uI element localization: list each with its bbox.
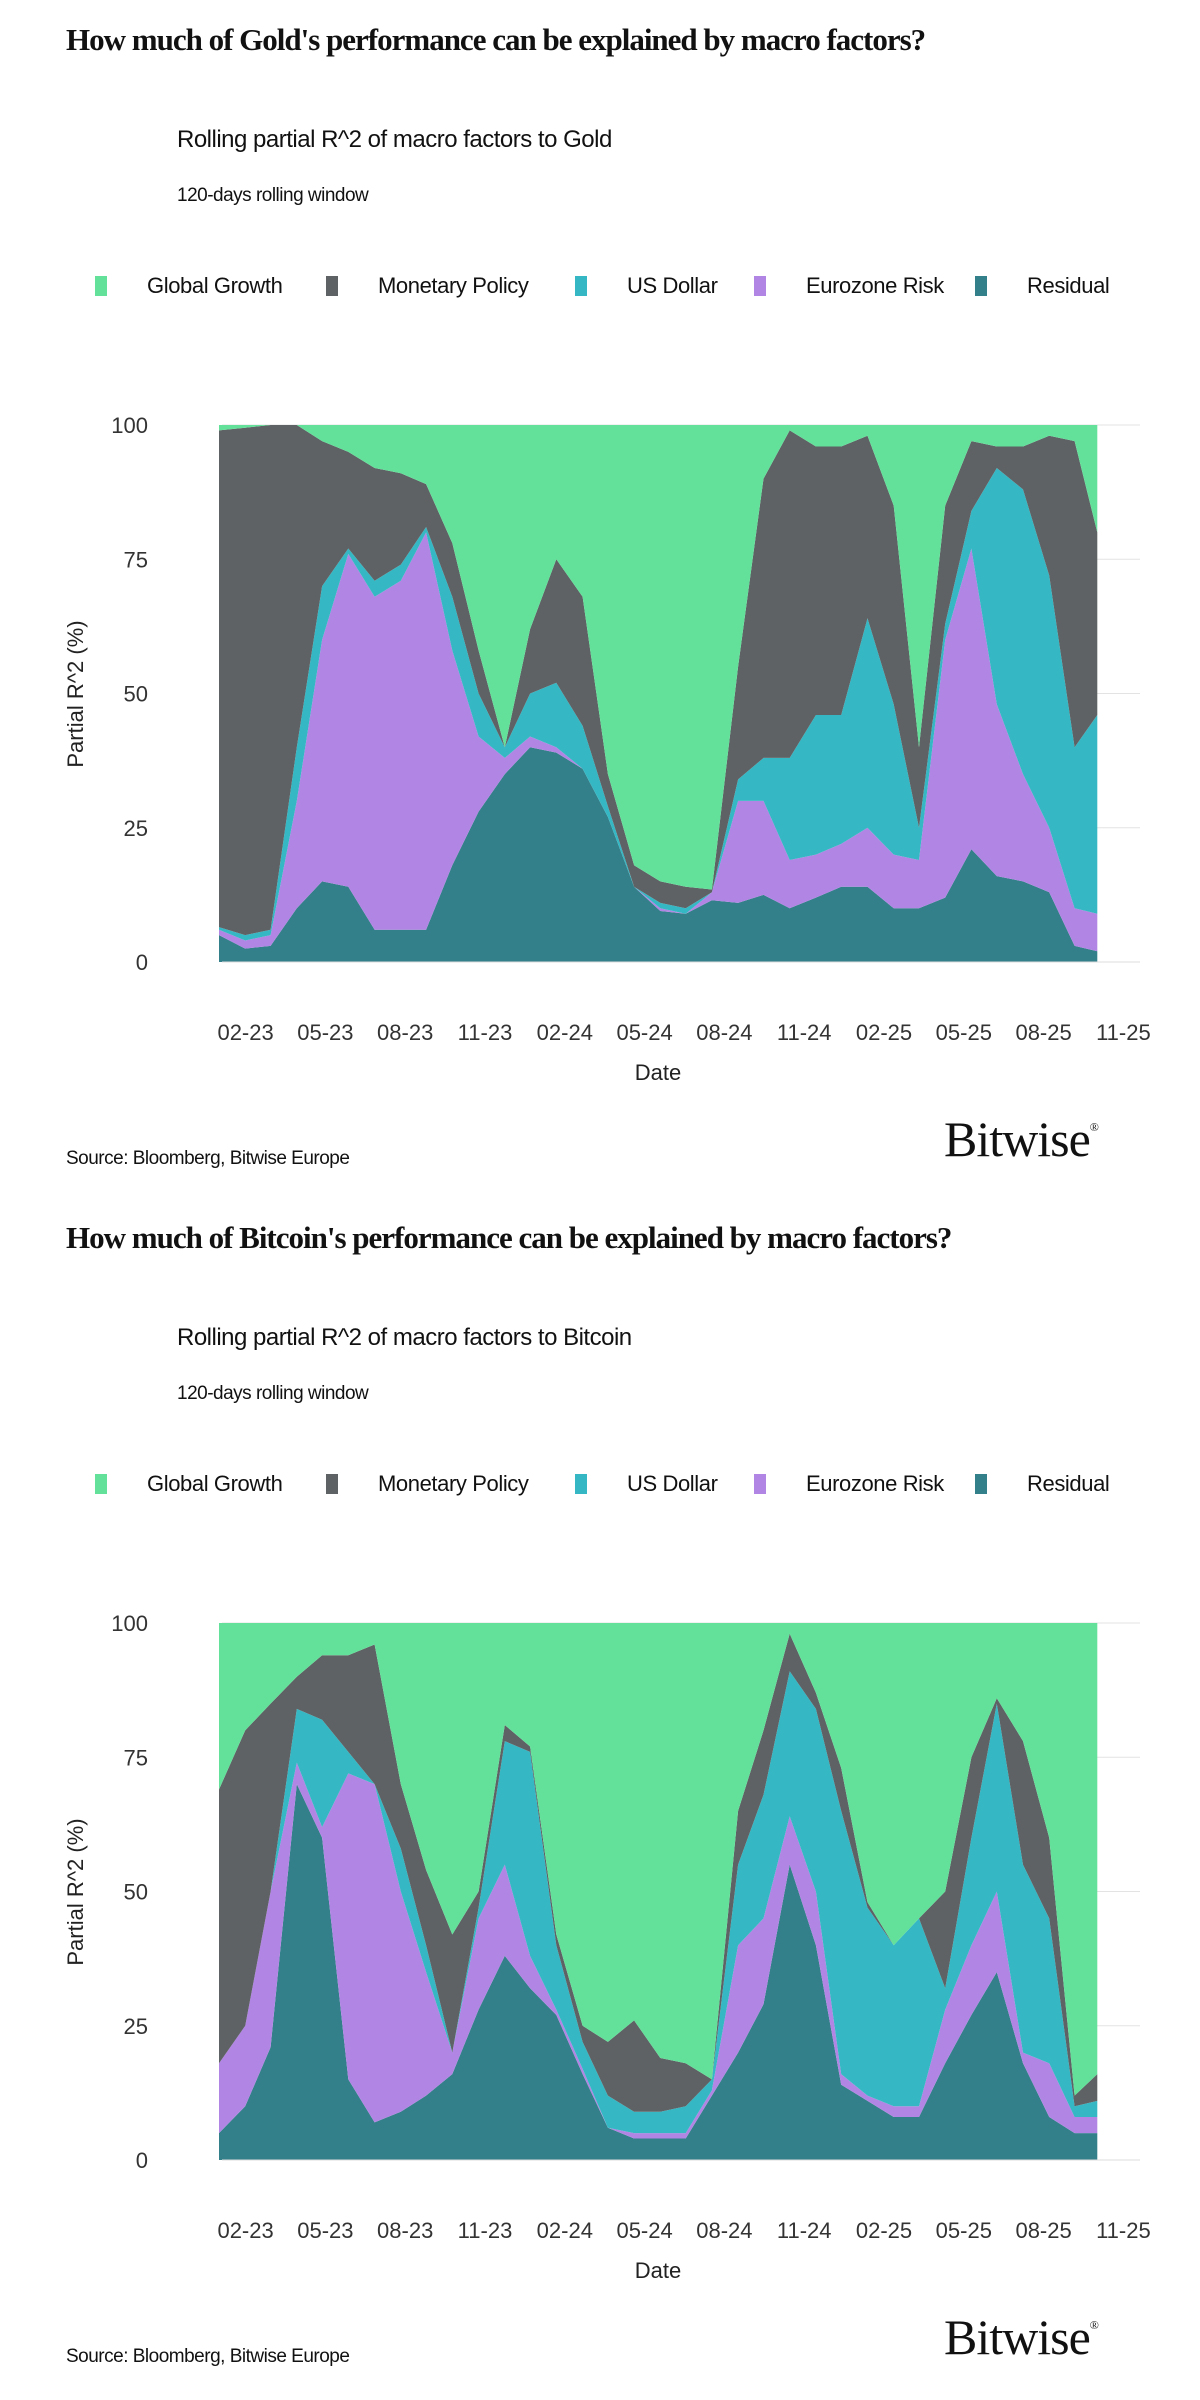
legend-item-monetary-policy[interactable]: Monetary Policy [326,273,529,299]
y-tick-label: 100 [111,413,148,438]
legend: Global Growth Monetary Policy US Dollar Eur… [0,1471,1200,1501]
chart-title: Rolling partial R^2 of macro factors to … [177,126,612,153]
x-tick-label: 11-23 [458,1020,513,1045]
x-tick-label: 11-25 [1096,1020,1151,1045]
y-tick-label: 25 [124,816,148,841]
x-tick-label: 08-25 [1015,1020,1071,1045]
bitwise-logo: Bitwise® [944,1111,1099,1167]
legend-label: Residual [1027,273,1110,298]
y-tick-label: 75 [124,1745,148,1770]
x-tick-label: 02-24 [537,1020,593,1045]
x-tick-label: 02-23 [217,2218,273,2243]
legend-item-eurozone-risk[interactable]: Eurozone Risk [754,1471,944,1497]
legend-swatch [326,1474,338,1494]
area-global-growth [219,1623,1098,2096]
y-axis-title: Partial R^2 (%) [63,620,88,767]
legend-item-eurozone-risk[interactable]: Eurozone Risk [754,273,944,299]
legend-item-residual[interactable]: Residual [975,273,1110,299]
x-tick-label: 11-23 [458,2218,513,2243]
source-note: Source: Bloomberg, Bitwise Europe [66,2346,350,2367]
area-monetary-policy [219,1633,1098,2112]
area-us-dollar [219,468,1098,941]
chart-heading: How much of Gold's performance can be ex… [66,22,926,57]
gold-chart-section: How much of Gold's performance can be ex… [0,22,1200,1169]
x-tick-label: 08-24 [696,2218,752,2243]
y-tick-label: 75 [124,547,148,572]
x-axis-title: Date [635,1060,681,1085]
y-tick-label: 25 [124,2014,148,2039]
legend-swatch [975,276,987,296]
x-tick-label: 02-24 [537,2218,593,2243]
source-note: Source: Bloomberg, Bitwise Europe [66,1148,350,1169]
x-axis-title: Date [635,2258,681,2283]
legend-swatch [326,276,338,296]
logo-text: Bitwise [944,1111,1091,1167]
x-tick-label: 05-25 [936,1020,992,1045]
area-global-growth [219,425,1098,890]
area-residual [219,747,1098,962]
legend-item-us-dollar[interactable]: US Dollar [575,273,718,299]
legend-label: US Dollar [627,273,718,298]
bitcoin-chart-section: How much of Bitcoin's performance can be… [0,1198,1200,2398]
chart-subtitle: 120-days rolling window [177,1383,369,1404]
y-tick-label: 0 [136,950,148,975]
area-monetary-policy [219,425,1098,936]
legend-swatch [575,276,587,296]
legend-label: Monetary Policy [378,1471,529,1496]
legend-item-us-dollar[interactable]: US Dollar [575,1471,718,1497]
legend-label: Global Growth [147,273,283,298]
area-eurozone-risk [219,1762,1098,2139]
legend-label: Monetary Policy [378,273,529,298]
legend-swatch [575,1474,587,1494]
legend-swatch [754,276,766,296]
chart-title: Rolling partial R^2 of macro factors to … [177,1324,632,1351]
legend-label: Eurozone Risk [806,1471,944,1496]
legend-item-global-growth[interactable]: Global Growth [95,273,283,299]
legend-label: Residual [1027,1471,1110,1496]
x-tick-label: 05-23 [297,1020,353,1045]
bitwise-logo: Bitwise® [944,2309,1099,2365]
y-tick-label: 50 [124,1880,148,1905]
x-tick-label: 11-24 [777,2218,832,2243]
y-axis-title: Partial R^2 (%) [63,1818,88,1965]
x-tick-label: 02-23 [217,1020,273,1045]
legend-label: US Dollar [627,1471,718,1496]
x-tick-label: 05-24 [616,1020,672,1045]
legend-item-residual[interactable]: Residual [975,1471,1110,1497]
legend-swatch [975,1474,987,1494]
x-tick-label: 08-23 [377,2218,433,2243]
y-tick-label: 100 [111,1611,148,1636]
stacked-area-chart: 0 25 50 75 100 02-23 05-23 08-23 11-23 02-24 05-24… [63,413,1151,1085]
y-tick-label: 50 [124,682,148,707]
x-tick-label: 02-25 [856,1020,912,1045]
x-tick-label: 11-25 [1096,2218,1151,2243]
legend: Global Growth Monetary Policy US Dollar Eur… [0,273,1200,303]
x-tick-label: 02-25 [856,2218,912,2243]
chart-heading: How much of Bitcoin's performance can be… [66,1220,952,1255]
legend-item-monetary-policy[interactable]: Monetary Policy [326,1471,529,1497]
legend-swatch [95,276,107,296]
legend-item-global-growth[interactable]: Global Growth [95,1471,283,1497]
area-residual [219,1784,1098,2160]
logo-text: Bitwise [944,2309,1091,2365]
stacked-area-chart: 0 25 50 75 100 02-23 05-23 08-23 11-23 02-24 05-24… [63,1611,1151,2283]
legend-swatch [95,1474,107,1494]
x-tick-label: 05-25 [936,2218,992,2243]
x-tick-label: 05-23 [297,2218,353,2243]
legend-label: Eurozone Risk [806,273,944,298]
x-tick-label: 05-24 [616,2218,672,2243]
y-tick-label: 0 [136,2148,148,2173]
x-tick-label: 11-24 [777,1020,832,1045]
x-tick-label: 08-23 [377,1020,433,1045]
area-us-dollar [219,1671,1098,2134]
legend-label: Global Growth [147,1471,283,1496]
chart-subtitle: 120-days rolling window [177,185,369,206]
legend-swatch [754,1474,766,1494]
x-tick-label: 08-25 [1015,2218,1071,2243]
x-tick-label: 08-24 [696,1020,752,1045]
area-eurozone-risk [219,532,1098,952]
